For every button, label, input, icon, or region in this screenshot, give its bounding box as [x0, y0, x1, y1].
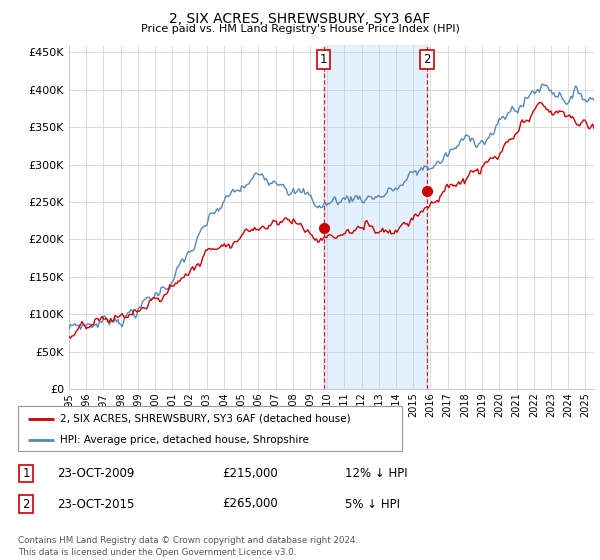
Text: 23-OCT-2009: 23-OCT-2009	[57, 466, 134, 480]
Text: 2: 2	[22, 497, 30, 511]
Bar	[577, 45, 594, 389]
Text: 12% ↓ HPI: 12% ↓ HPI	[345, 466, 407, 480]
Text: Contains HM Land Registry data © Crown copyright and database right 2024.
This d: Contains HM Land Registry data © Crown c…	[18, 536, 358, 557]
Text: 23-OCT-2015: 23-OCT-2015	[57, 497, 134, 511]
Text: 1: 1	[22, 466, 30, 480]
Bar	[324, 45, 427, 389]
Text: HPI: Average price, detached house, Shropshire: HPI: Average price, detached house, Shro…	[60, 435, 309, 445]
Text: £265,000: £265,000	[222, 497, 278, 511]
Text: 1: 1	[320, 53, 328, 67]
Text: Price paid vs. HM Land Registry's House Price Index (HPI): Price paid vs. HM Land Registry's House …	[140, 24, 460, 34]
Text: 5% ↓ HPI: 5% ↓ HPI	[345, 497, 400, 511]
Text: £215,000: £215,000	[222, 466, 278, 480]
Text: 2: 2	[423, 53, 431, 67]
Text: 2, SIX ACRES, SHREWSBURY, SY3 6AF: 2, SIX ACRES, SHREWSBURY, SY3 6AF	[169, 12, 431, 26]
Text: 2, SIX ACRES, SHREWSBURY, SY3 6AF (detached house): 2, SIX ACRES, SHREWSBURY, SY3 6AF (detac…	[60, 413, 351, 423]
